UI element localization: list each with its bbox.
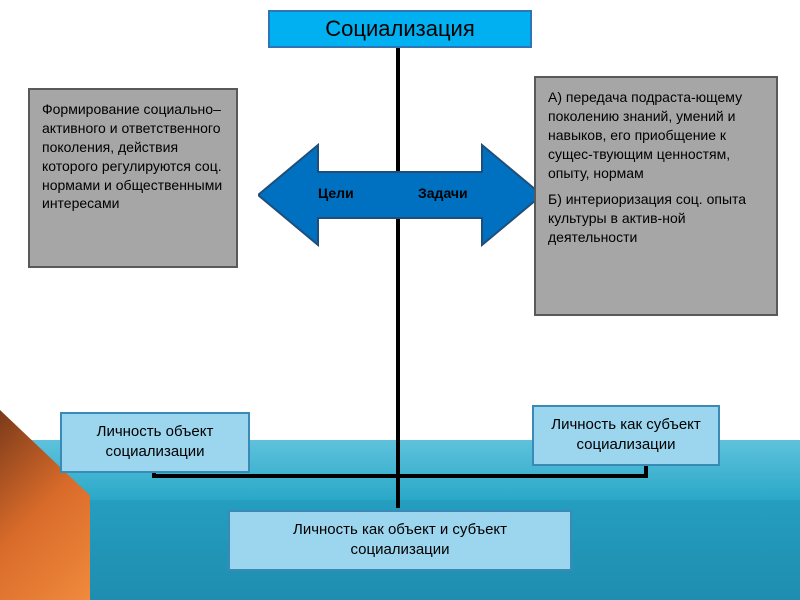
- title-text: Социализация: [325, 16, 475, 42]
- object-box: Личность объект социализации: [60, 412, 250, 473]
- connector-vertical-main: [396, 48, 400, 508]
- title-box: Социализация: [268, 10, 532, 48]
- subject-text: Личность как субъект социализации: [551, 416, 701, 453]
- goals-label: Цели: [318, 185, 354, 201]
- connector-horizontal: [152, 474, 648, 478]
- tasks-text-b: Б) интериоризация соц. опыта культуры в …: [548, 190, 764, 247]
- double-arrow: [258, 140, 542, 250]
- tasks-box: А) передача подраста-ющему поколению зна…: [534, 76, 778, 316]
- double-arrow-shape: [258, 145, 542, 245]
- object-text: Личность объект социализации: [97, 423, 214, 460]
- tasks-label: Задачи: [418, 185, 468, 201]
- goals-text: Формирование социально–активного и ответ…: [42, 101, 222, 211]
- goals-box: Формирование социально–активного и ответ…: [28, 88, 238, 268]
- tasks-text-a: А) передача подраста-ющему поколению зна…: [548, 88, 764, 182]
- both-box: Личность как объект и субъект социализац…: [228, 510, 572, 571]
- double-arrow-svg: [258, 140, 542, 250]
- subject-box: Личность как субъект социализации: [532, 405, 720, 466]
- both-text: Личность как объект и субъект социализац…: [293, 521, 507, 558]
